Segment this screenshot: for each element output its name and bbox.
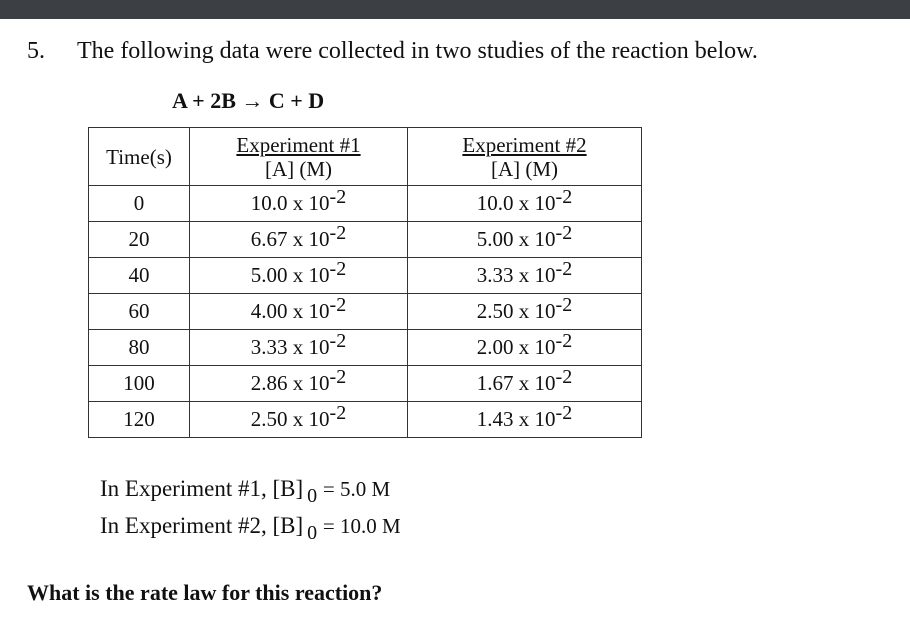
exp2-exponent: -2 — [555, 330, 573, 352]
exp2-concentration: 1.43 x 10-2 — [407, 401, 642, 438]
exp2-exponent: -2 — [555, 402, 573, 424]
condition-exp1-value: = 5.0 M — [322, 477, 391, 501]
exp1-concentration: 3.33 x 10-2 — [189, 329, 408, 366]
exp2-concentration: 10.0 x 10-2 — [407, 185, 642, 222]
exp1-base: 3.33 x 10 — [250, 335, 330, 359]
time-header: Time(s) — [88, 127, 190, 186]
exp1-concentration: 2.50 x 10-2 — [189, 401, 408, 438]
exp2-exponent: -2 — [555, 222, 573, 244]
exp1-concentration: 6.67 x 10-2 — [189, 221, 408, 258]
table-row: 40 5.00 x 10-2 3.33 x 10-2 — [88, 257, 642, 294]
exp1-exponent: -2 — [329, 330, 347, 352]
condition-exp2: In Experiment #2, [B] 0 = 10.0 M — [100, 513, 401, 543]
exp1-unit: [A] (M) — [264, 156, 333, 181]
exp1-exponent: -2 — [329, 366, 347, 388]
problem-number: 5. — [27, 38, 45, 64]
table-row: 0 10.0 x 10-2 10.0 x 10-2 — [88, 185, 642, 222]
exp1-exponent: -2 — [329, 402, 347, 424]
table-row: 20 6.67 x 10-2 5.00 x 10-2 — [88, 221, 642, 258]
exp1-exponent: -2 — [329, 222, 347, 244]
exp2-concentration: 3.33 x 10-2 — [407, 257, 642, 294]
time-cell: 60 — [88, 293, 190, 330]
time-cell: 0 — [88, 185, 190, 222]
table-row: 80 3.33 x 10-2 2.00 x 10-2 — [88, 329, 642, 366]
exp1-concentration: 2.86 x 10-2 — [189, 365, 408, 402]
exp2-base: 3.33 x 10 — [476, 263, 556, 287]
table-header-row: Time(s) Experiment #1 [A] (M) Experiment… — [88, 127, 642, 186]
exp1-base: 2.50 x 10 — [250, 407, 330, 431]
exp2-concentration: 2.00 x 10-2 — [407, 329, 642, 366]
exp2-concentration: 1.67 x 10-2 — [407, 365, 642, 402]
condition-exp1: In Experiment #1, [B] 0 = 5.0 M — [100, 476, 391, 506]
condition-exp1-prefix: In Experiment #1, [B] — [100, 476, 304, 501]
exp1-base: 4.00 x 10 — [250, 299, 330, 323]
data-table: Time(s) Experiment #1 [A] (M) Experiment… — [88, 127, 642, 438]
exp2-base: 2.00 x 10 — [476, 335, 556, 359]
exp2-base: 1.67 x 10 — [476, 371, 556, 395]
condition-exp1-subscript: 0 — [307, 485, 318, 507]
reaction-equation: A + 2B → C + D — [172, 88, 325, 113]
table-row: 120 2.50 x 10-2 1.43 x 10-2 — [88, 401, 642, 438]
exp1-base: 2.86 x 10 — [250, 371, 330, 395]
exp1-concentration: 5.00 x 10-2 — [189, 257, 408, 294]
exp2-title: Experiment #2 — [462, 132, 587, 157]
exp2-base: 1.43 x 10 — [476, 407, 556, 431]
exp1-base: 10.0 x 10 — [250, 191, 330, 215]
exp1-exponent: -2 — [329, 258, 347, 280]
exp1-exponent: -2 — [329, 186, 347, 208]
exp1-concentration: 4.00 x 10-2 — [189, 293, 408, 330]
top-bar — [0, 0, 910, 19]
exp1-header: Experiment #1 [A] (M) — [189, 127, 408, 186]
exp2-base: 2.50 x 10 — [476, 299, 556, 323]
exp2-exponent: -2 — [555, 258, 573, 280]
exp1-base: 5.00 x 10 — [250, 263, 330, 287]
exp2-concentration: 2.50 x 10-2 — [407, 293, 642, 330]
time-cell: 40 — [88, 257, 190, 294]
condition-exp2-prefix: In Experiment #2, [B] — [100, 513, 304, 538]
condition-exp2-subscript: 0 — [307, 522, 318, 544]
exp2-base: 5.00 x 10 — [476, 227, 556, 251]
table-row: 60 4.00 x 10-2 2.50 x 10-2 — [88, 293, 642, 330]
time-cell: 20 — [88, 221, 190, 258]
problem-text: The following data were collected in two… — [77, 38, 758, 64]
exp2-header: Experiment #2 [A] (M) — [407, 127, 642, 186]
table-row: 100 2.86 x 10-2 1.67 x 10-2 — [88, 365, 642, 402]
exp2-exponent: -2 — [555, 366, 573, 388]
question-text: What is the rate law for this reaction? — [27, 580, 383, 605]
exp1-concentration: 10.0 x 10-2 — [189, 185, 408, 222]
time-cell: 80 — [88, 329, 190, 366]
condition-exp2-value: = 10.0 M — [322, 514, 401, 538]
exp2-base: 10.0 x 10 — [476, 191, 556, 215]
exp1-exponent: -2 — [329, 294, 347, 316]
time-cell: 120 — [88, 401, 190, 438]
exp2-exponent: -2 — [555, 186, 573, 208]
exp2-concentration: 5.00 x 10-2 — [407, 221, 642, 258]
time-cell: 100 — [88, 365, 190, 402]
exp2-exponent: -2 — [555, 294, 573, 316]
exp2-unit: [A] (M) — [490, 156, 559, 181]
exp1-base: 6.67 x 10 — [250, 227, 330, 251]
exp1-title: Experiment #1 — [236, 132, 361, 157]
